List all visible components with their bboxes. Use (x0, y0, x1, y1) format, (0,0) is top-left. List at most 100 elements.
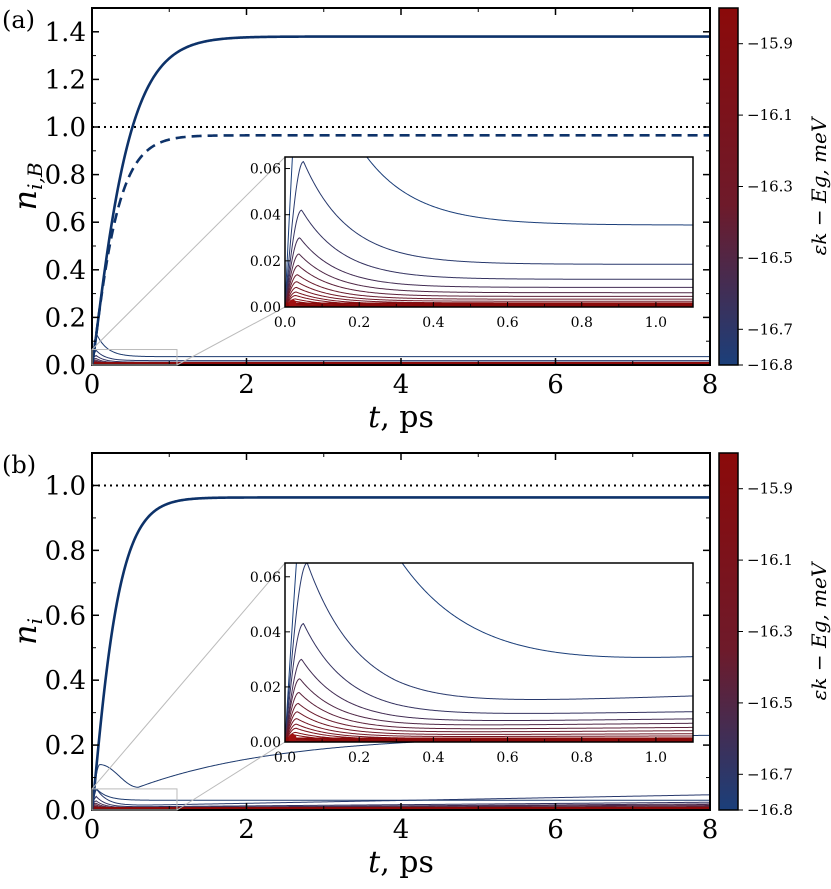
series-dashed-main (92, 134, 710, 365)
y-tick-label-0: 0.0 (45, 351, 86, 381)
colorbar-tick-label-2: −16.3 (747, 623, 793, 641)
inset-x-tick-label-4: 0.8 (571, 315, 593, 331)
inset-curve-0 (285, 157, 693, 307)
x-tick-label-3: 6 (547, 815, 564, 845)
y-tick-label-2: 0.4 (45, 256, 86, 286)
colorbar (718, 452, 739, 811)
y-tick-label-1: 0.2 (45, 731, 86, 761)
inset-x-tick-label-2: 0.4 (422, 315, 444, 331)
panel-b: 0 2 4 6 8 0.0 0.2 0.4 0.6 0.8 1.0 t, ps ni (b) 0.0 0.2 0… (2, 451, 831, 880)
inset-curve-1 (285, 160, 693, 307)
y-tick-label-2: 0.4 (45, 666, 86, 696)
y-tick-label-3: 0.6 (45, 208, 86, 238)
inset-y-tick-label-1: 0.02 (250, 254, 281, 270)
x-tick-label-0: 0 (84, 815, 101, 845)
colorbar-tick-label-3: −16.5 (747, 694, 793, 712)
inset-curve-7 (285, 281, 693, 307)
colorbar-tick-label-4: −16.7 (747, 320, 793, 338)
inset-curve-5 (285, 264, 693, 307)
inset-background (285, 157, 693, 307)
y-tick-label-0: 0.0 (45, 796, 86, 826)
inset-curve-6 (285, 274, 693, 307)
y-tick-label-4: 0.8 (45, 161, 86, 191)
inset-curve-2 (285, 622, 693, 742)
inset-x-tick-label-3: 0.6 (496, 750, 518, 766)
x-axis-label: t, ps (368, 400, 434, 435)
series-flat-curve (92, 788, 710, 810)
inset-curve-0 (285, 563, 693, 742)
inset-origin-dot (288, 299, 297, 307)
inset-curve-6 (285, 702, 693, 742)
colorbar-tick-label-3: −16.5 (747, 249, 793, 267)
x-tick-label-4: 8 (702, 370, 719, 400)
inset-curve-7 (285, 711, 693, 742)
inset-y-tick-label-1: 0.02 (250, 680, 281, 696)
y-axis-label-var: n (6, 624, 44, 645)
inset-curve-4 (285, 678, 693, 742)
panel-label: (b) (2, 451, 36, 479)
y-tick-label-3: 0.6 (45, 601, 86, 631)
y-tick-label-5: 1.0 (45, 113, 86, 143)
inset-x-tick-label-4: 0.8 (571, 750, 593, 766)
y-tick-label-5: 1.0 (45, 471, 86, 501)
colorbar-label: εk − Eg, meV (807, 560, 831, 700)
y-axis-label-var: n (6, 190, 44, 211)
inset-plot-area (285, 563, 693, 742)
zoom-connector-bottom (176, 741, 286, 811)
x-axis-label-unit: , ps (380, 400, 434, 435)
inset-x-tick-label-3: 0.6 (496, 315, 518, 331)
x-tick-label-0: 0 (84, 370, 101, 400)
colorbar-tick-label-5: −16.8 (747, 801, 793, 819)
colorbar-tick-label-0: −15.9 (747, 35, 793, 53)
y-tick-label-1: 0.2 (45, 303, 86, 333)
series-solid-main (92, 35, 710, 365)
inset-background (285, 563, 693, 742)
inset-x-tick-label-5: 1.0 (645, 750, 667, 766)
x-tick-label-1: 2 (238, 370, 255, 400)
inset-x-tick-label-0: 0.0 (274, 750, 296, 766)
x-tick-label-2: 4 (393, 370, 410, 400)
y-axis-label-sub: i,B (23, 162, 47, 189)
colorbar-tick-label-2: −16.3 (747, 178, 793, 196)
x-axis-label-var: t (368, 845, 381, 880)
inset-x-tick-label-0: 0.0 (274, 315, 296, 331)
zoom-box (91, 788, 178, 811)
inset-x-tick-label-5: 1.0 (645, 315, 667, 331)
inset-y-tick-label-3: 0.06 (250, 570, 281, 586)
inset-origin-dot (288, 733, 297, 742)
colorbar (718, 7, 739, 366)
y-tick-label-6: 1.2 (45, 65, 86, 95)
inset-x-tick-label-1: 0.2 (348, 315, 370, 331)
inset-curve-8 (285, 718, 693, 742)
x-tick-label-1: 2 (238, 815, 255, 845)
inset-y-tick-label-3: 0.06 (250, 162, 281, 178)
zoom-connector-top (91, 562, 286, 790)
y-tick-label-4: 0.8 (45, 536, 86, 566)
series-solid-main (92, 496, 710, 810)
series-peak-curve (92, 333, 710, 365)
inset-frame (284, 156, 694, 308)
colorbar-tick-label-0: −15.9 (747, 480, 793, 498)
inset-y-tick-label-0: 0.00 (250, 735, 281, 751)
inset-curve-5 (285, 692, 693, 742)
colorbar-tick-label-4: −16.7 (747, 765, 793, 783)
x-tick-label-2: 4 (393, 815, 410, 845)
x-axis-label-var: t (368, 400, 381, 435)
inset-y-tick-label-2: 0.04 (250, 208, 281, 224)
y-axis-label: ni (6, 618, 47, 645)
panel-a: 0 2 4 6 8 0.0 0.2 0.4 0.6 0.8 1.0 1.2 1.4 t, ps ni,B (a… (2, 6, 831, 435)
x-tick-label-4: 8 (702, 815, 719, 845)
x-axis-label-unit: , ps (380, 845, 434, 880)
colorbar-label: εk − Eg, meV (807, 115, 831, 255)
panel-label: (a) (2, 6, 35, 34)
series-peak-rise-curve (92, 734, 710, 810)
y-axis-label: ni,B (6, 162, 47, 210)
inset-y-tick-label-2: 0.04 (250, 625, 281, 641)
colorbar-tick-label-1: −16.1 (747, 106, 793, 124)
zoom-connector-top (91, 156, 286, 350)
x-axis-label: t, ps (368, 845, 434, 880)
inset-curve-3 (285, 658, 693, 742)
inset-y-tick-label-0: 0.00 (250, 300, 281, 316)
inset-x-tick-label-1: 0.2 (348, 750, 370, 766)
